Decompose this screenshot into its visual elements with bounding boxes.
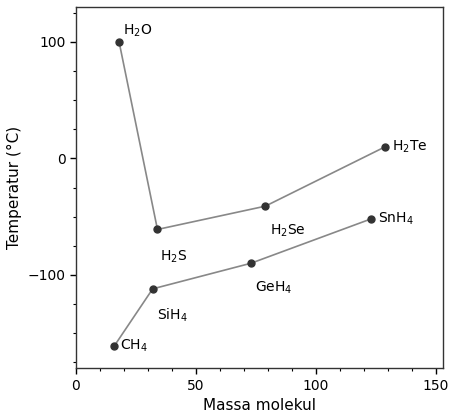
Point: [261, 203, 268, 210]
Text: SnH$_4$: SnH$_4$: [377, 211, 413, 227]
Text: SiH$_4$: SiH$_4$: [157, 307, 187, 324]
Point: [149, 286, 156, 292]
Point: [111, 343, 118, 349]
Point: [115, 39, 122, 45]
Text: H$_2$Se: H$_2$Se: [269, 223, 305, 239]
Point: [366, 215, 374, 222]
Text: H$_2$Te: H$_2$Te: [391, 139, 427, 155]
Text: H$_2$S: H$_2$S: [160, 249, 187, 265]
Point: [153, 226, 161, 233]
Text: CH$_4$: CH$_4$: [120, 338, 147, 354]
Text: GeH$_4$: GeH$_4$: [255, 280, 292, 296]
Point: [247, 260, 254, 267]
Point: [381, 143, 388, 150]
Y-axis label: Temperatur (°C): Temperatur (°C): [7, 126, 22, 249]
Text: H$_2$O: H$_2$O: [123, 23, 152, 39]
X-axis label: Massa molekul: Massa molekul: [202, 398, 315, 413]
